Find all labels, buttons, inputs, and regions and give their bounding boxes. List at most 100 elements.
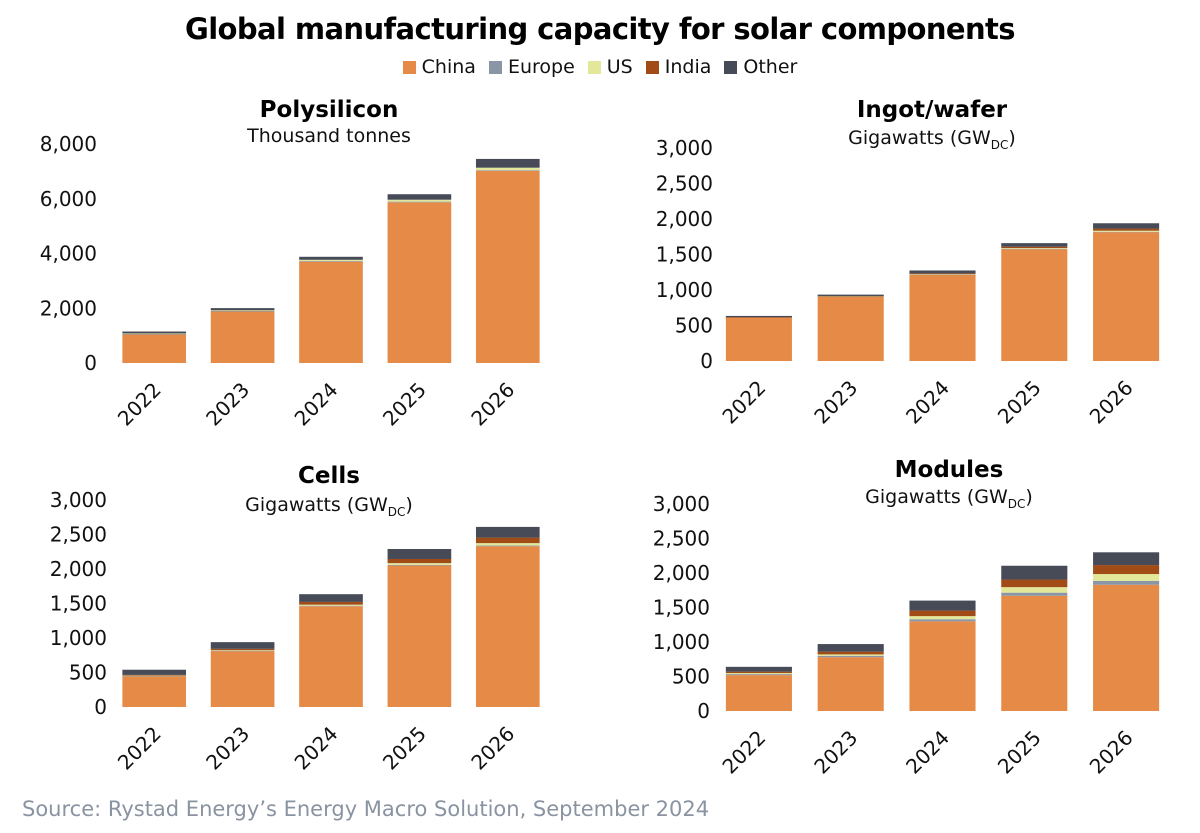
cells-bar-europe-2025 bbox=[387, 564, 452, 566]
modules-bar-us-2024 bbox=[909, 616, 976, 620]
modules-bar-india-2026 bbox=[1093, 565, 1160, 575]
cells-bar-other-2022 bbox=[122, 669, 187, 675]
modules-bar-china-2025 bbox=[1001, 595, 1068, 711]
ingot-wafer-subtitle-end: ) bbox=[1008, 127, 1016, 149]
polysilicon-bar-other-2024 bbox=[299, 256, 363, 260]
polysilicon-ytick-label: 2,000 bbox=[40, 296, 97, 320]
ingot-wafer-xtick-label: 2023 bbox=[809, 376, 862, 429]
modules-bar-us-2022 bbox=[725, 673, 792, 675]
cells-bar-india-2026 bbox=[475, 537, 540, 544]
polysilicon-subtitle: Thousand tonnes bbox=[247, 125, 411, 147]
ingot-wafer-bar-europe-2025 bbox=[1001, 248, 1068, 250]
modules-subtitle: Gigawatts (GWDC) bbox=[789, 486, 1109, 511]
legend-swatch-india bbox=[645, 60, 659, 74]
modules-ytick-label: 0 bbox=[697, 699, 710, 723]
cells-bar-china-2022 bbox=[122, 676, 187, 707]
polysilicon-bar-europe-2025 bbox=[387, 201, 452, 203]
polysilicon-ytick-label: 6,000 bbox=[40, 187, 97, 211]
modules-xtick-label: 2026 bbox=[1085, 726, 1138, 779]
cells-bar-china-2023 bbox=[210, 651, 275, 707]
modules-bar-europe-2023 bbox=[817, 655, 884, 658]
legend-item-other: Other bbox=[724, 56, 797, 78]
ingot-wafer-subtitle-text: Gigawatts (GW bbox=[848, 127, 991, 149]
cells-bar-us-2024 bbox=[299, 604, 363, 606]
legend: China Europe US India Other bbox=[0, 56, 1200, 78]
polysilicon-bar-other-2022 bbox=[122, 331, 187, 334]
ingot-wafer-bar-other-2026 bbox=[1093, 223, 1160, 229]
modules-ytick-label: 500 bbox=[672, 665, 710, 689]
ingot-wafer-xtick-label: 2025 bbox=[993, 376, 1046, 429]
polysilicon-bar-us-2026 bbox=[475, 167, 540, 171]
modules-title: Modules bbox=[894, 457, 1004, 483]
ingot-wafer-bar-us-2025 bbox=[1001, 248, 1068, 249]
modules-bar-us-2023 bbox=[817, 654, 884, 656]
polysilicon-bar-europe-2022 bbox=[122, 333, 187, 335]
legend-item-europe: Europe bbox=[488, 56, 575, 78]
modules-ytick-label: 1,500 bbox=[653, 596, 710, 620]
modules-bar-us-2026 bbox=[1093, 574, 1160, 581]
cells-ytick-label: 1,000 bbox=[50, 626, 107, 650]
cells-bar-us-2026 bbox=[475, 543, 540, 546]
cells-ytick-label: 1,500 bbox=[50, 592, 107, 616]
modules-bar-europe-2022 bbox=[725, 674, 792, 676]
modules-bar-other-2024 bbox=[909, 600, 976, 611]
cells-bar-europe-2026 bbox=[475, 545, 540, 547]
polysilicon-bar-us-2022 bbox=[122, 333, 187, 334]
modules-bar-europe-2025 bbox=[1001, 592, 1068, 596]
ingot-wafer-bar-us-2023 bbox=[817, 296, 884, 297]
legend-label-china: China bbox=[421, 56, 476, 78]
legend-item-us: US bbox=[587, 56, 633, 78]
cells-ytick-label: 2,000 bbox=[50, 557, 107, 581]
polysilicon-bar-other-2023 bbox=[210, 308, 275, 311]
ingot-wafer-bar-europe-2024 bbox=[909, 274, 976, 275]
modules-ytick-label: 2,000 bbox=[653, 561, 710, 585]
ingot-wafer-ytick-label: 500 bbox=[675, 314, 713, 338]
cells-bar-india-2023 bbox=[210, 648, 275, 651]
ingot-wafer-bar-india-2025 bbox=[1001, 246, 1068, 249]
cells-subtitle-sub: DC bbox=[387, 504, 406, 519]
modules-xtick-label: 2022 bbox=[717, 726, 770, 779]
cells-xtick-label: 2022 bbox=[113, 722, 166, 775]
polysilicon-bar-china-2022 bbox=[122, 334, 187, 363]
ingot-wafer-bar-china-2025 bbox=[1001, 249, 1068, 361]
legend-label-us: US bbox=[606, 56, 633, 78]
modules-bar-other-2026 bbox=[1093, 552, 1160, 566]
modules-bar-other-2022 bbox=[725, 666, 792, 672]
cells-subtitle: Gigawatts (GWDC) bbox=[169, 494, 489, 519]
ingot-wafer-bar-other-2025 bbox=[1001, 243, 1068, 247]
polysilicon-bar-us-2025 bbox=[387, 199, 452, 202]
cells-bar-china-2026 bbox=[475, 546, 540, 707]
cells-bar-us-2022 bbox=[122, 675, 187, 677]
ingot-wafer-bar-us-2026 bbox=[1093, 230, 1160, 232]
modules-bar-europe-2026 bbox=[1093, 580, 1160, 585]
modules-bar-china-2023 bbox=[817, 657, 884, 711]
cells-chart: 0 500 1,000 1,500 2,000 2,500 3,000 2022 2023 202… bbox=[50, 488, 540, 775]
modules-bar-china-2024 bbox=[909, 621, 976, 711]
cells-bar-europe-2022 bbox=[122, 675, 187, 677]
polysilicon-bar-other-2025 bbox=[387, 194, 452, 200]
modules-subtitle-text: Gigawatts (GW bbox=[865, 486, 1008, 508]
cells-xtick-label: 2026 bbox=[466, 722, 519, 775]
cells-bar-other-2024 bbox=[299, 594, 363, 602]
cells-bar-us-2025 bbox=[387, 563, 452, 565]
polysilicon-xtick-label: 2023 bbox=[201, 378, 254, 431]
modules-bar-china-2022 bbox=[725, 675, 792, 711]
polysilicon-xtick-label: 2024 bbox=[290, 378, 343, 431]
ingot-wafer-ytick-label: 0 bbox=[700, 349, 713, 373]
cells-bar-us-2023 bbox=[210, 650, 275, 651]
cells-bar-europe-2023 bbox=[210, 650, 275, 652]
cells-bar-other-2023 bbox=[210, 642, 275, 649]
cells-xtick-label: 2024 bbox=[290, 722, 343, 775]
legend-item-china: China bbox=[402, 56, 476, 78]
modules-bar-india-2022 bbox=[725, 671, 792, 674]
ingot-wafer-bar-china-2024 bbox=[909, 274, 976, 361]
polysilicon-ytick-label: 4,000 bbox=[40, 242, 97, 266]
modules-ytick-label: 3,000 bbox=[653, 492, 710, 516]
cells-title: Cells bbox=[298, 463, 360, 489]
modules-bar-us-2025 bbox=[1001, 587, 1068, 593]
ingot-wafer-bar-india-2023 bbox=[817, 296, 884, 297]
cells-xtick-label: 2025 bbox=[378, 722, 431, 775]
cells-bar-india-2022 bbox=[122, 674, 187, 676]
modules-bar-india-2023 bbox=[817, 651, 884, 655]
